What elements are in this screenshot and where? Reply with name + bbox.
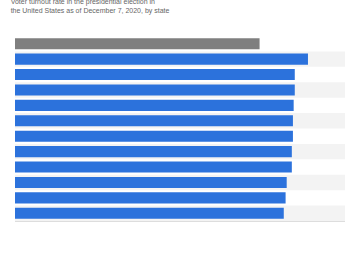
svg-text:Voter turnout rate in the pres: Voter turnout rate in the presidential e… — [11, 0, 170, 15]
